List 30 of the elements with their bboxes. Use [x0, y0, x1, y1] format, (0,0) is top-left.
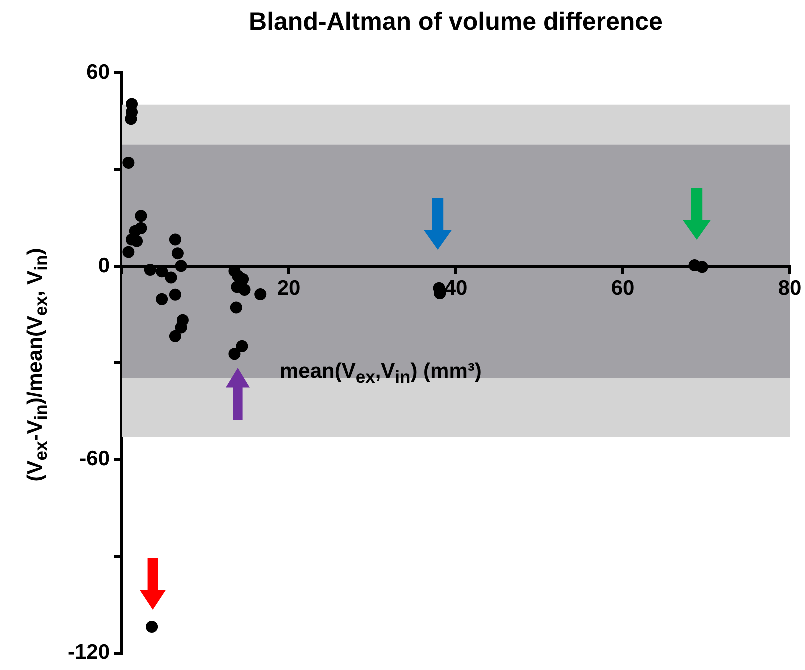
- y-tick-label: -120: [68, 641, 110, 664]
- point: [156, 293, 168, 306]
- point: [169, 234, 182, 246]
- point: [254, 288, 267, 301]
- chart-title: Bland-Altman of volume difference: [248, 8, 664, 37]
- y-tick-label: 60: [86, 60, 110, 84]
- point: [169, 330, 182, 342]
- x-tick-label: 80: [778, 276, 802, 300]
- y-tick-label: -60: [80, 448, 110, 471]
- point: [135, 210, 148, 222]
- point: [165, 272, 178, 284]
- point: [175, 260, 188, 272]
- point: [146, 620, 158, 633]
- point: [236, 340, 248, 352]
- point: [122, 246, 135, 258]
- x-axis-title: mean(V$_{ex}$,V$_{in}$) (mm³): [280, 360, 482, 388]
- point: [175, 322, 188, 334]
- point: [144, 264, 156, 276]
- point: [696, 261, 708, 274]
- x-tick-label: 40: [444, 276, 468, 300]
- y-tick-label: 0: [98, 254, 110, 278]
- point: [228, 348, 241, 360]
- point: [172, 248, 184, 260]
- point: [122, 156, 135, 169]
- x-tick-label: 60: [611, 276, 635, 300]
- x-tick-label: 20: [277, 276, 301, 300]
- point: [131, 235, 144, 248]
- point: [230, 302, 242, 314]
- point: [169, 288, 182, 301]
- point: [238, 284, 251, 296]
